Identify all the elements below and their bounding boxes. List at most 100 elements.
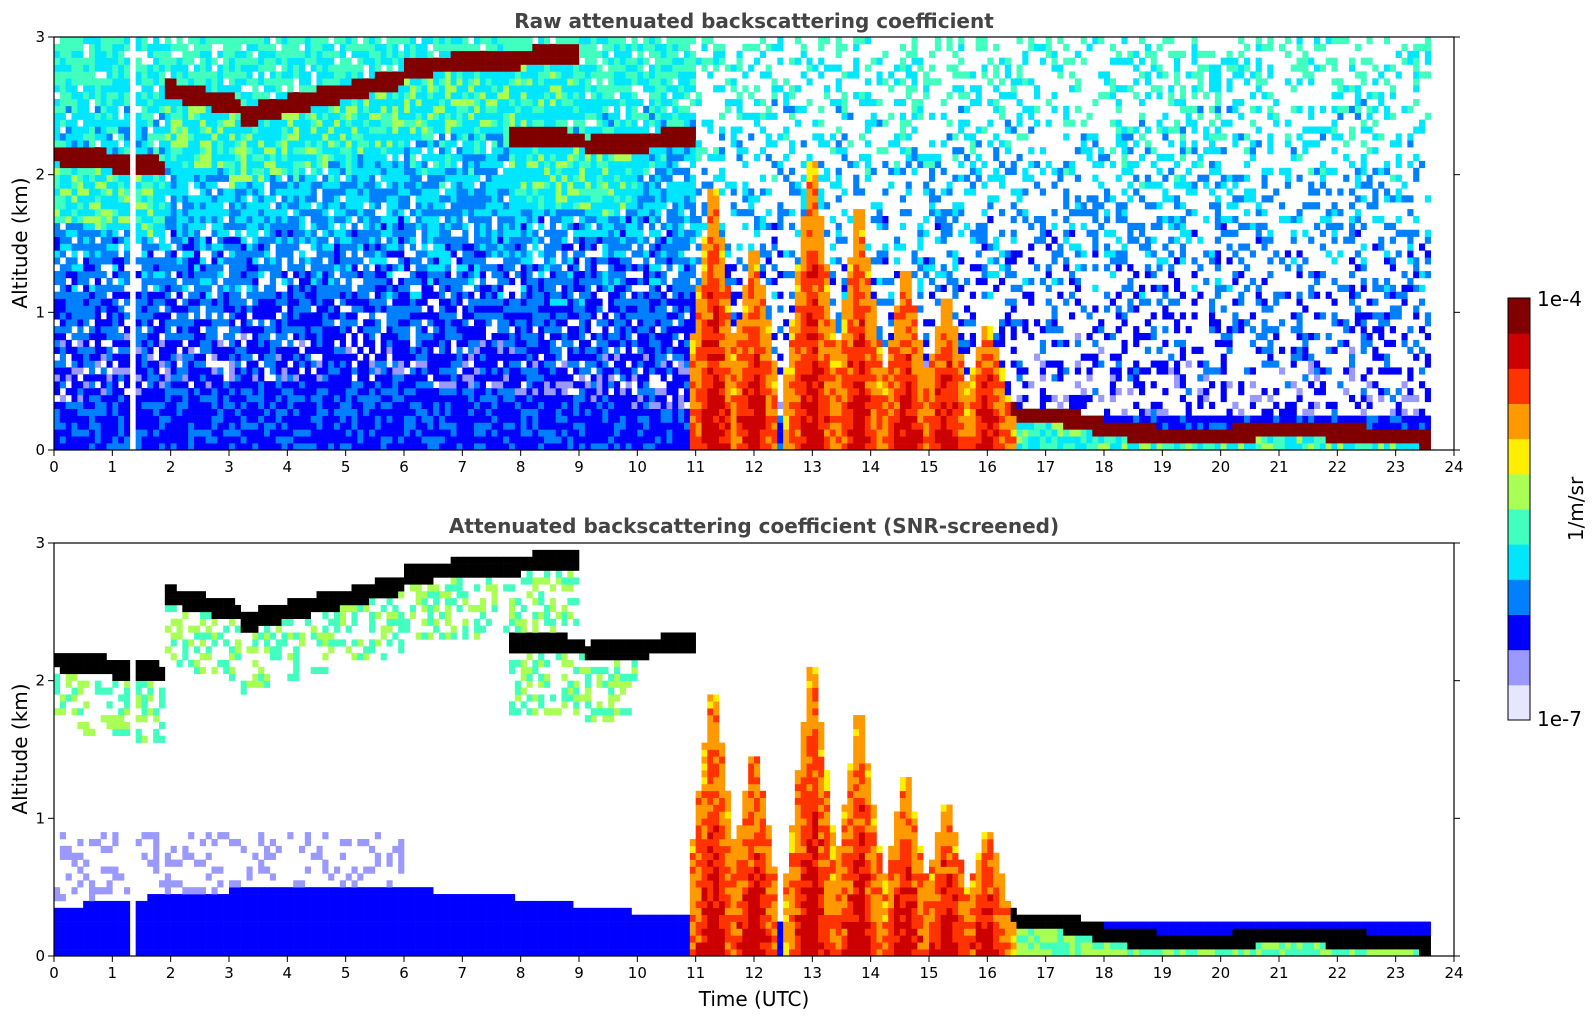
heatmap-cell [579,243,586,251]
heatmap-cell [497,85,504,93]
heatmap-cell [188,57,195,65]
heatmap-cell [310,181,317,189]
heatmap-cell [567,443,574,450]
heatmap-cell [579,105,586,114]
heatmap-cell [59,332,66,341]
heatmap-cell [211,388,218,396]
heatmap-cell [153,43,160,52]
heatmap-cell [363,367,370,375]
heatmap-cell [234,222,241,231]
heatmap-cell [567,43,574,52]
heatmap-cell [112,374,119,382]
heatmap-cell [351,154,358,162]
heatmap-cell [89,202,96,210]
heatmap-cell [567,133,574,141]
heatmap-cell [246,360,253,368]
heatmap-cell [287,388,294,396]
heatmap-cell [334,429,341,437]
heatmap-cell [264,229,271,237]
heatmap-cell [205,429,212,437]
heatmap-cell [345,394,352,403]
heatmap-cell [456,133,463,141]
heatmap-cell [316,298,323,306]
heatmap-cell [176,353,183,361]
heatmap-cell [456,360,463,368]
heatmap-cell [497,243,504,251]
heatmap-cell [182,133,189,141]
heatmap-cell [112,181,119,189]
heatmap-cell [509,422,516,430]
heatmap-cell [369,50,376,58]
heatmap-cell [164,181,171,189]
heatmap-cell [65,236,72,244]
heatmap-cell [509,195,516,203]
heatmap-cell [164,119,171,127]
heatmap-cell [549,147,556,155]
heatmap-cell [59,43,66,52]
heatmap-cell [258,243,265,251]
heatmap-cell [124,167,131,175]
heatmap-cell [275,291,282,299]
heatmap-cell [322,353,329,361]
heatmap-cell [380,126,387,134]
heatmap-cell [264,250,271,258]
heatmap-cell [503,305,510,313]
heatmap-cell [573,367,580,375]
heatmap-cell [520,319,527,327]
heatmap-cell [205,443,212,450]
heatmap-cell [141,37,148,45]
heatmap-cell [567,264,574,272]
heatmap-cell [345,119,352,127]
heatmap-cell [182,222,189,231]
heatmap-cell [549,140,556,148]
heatmap-cell [363,305,370,313]
heatmap-cell [561,43,568,52]
heatmap-cell [503,353,510,361]
heatmap-cell [281,222,288,231]
heatmap-cell [147,291,154,299]
heatmap-cell [409,105,416,114]
heatmap-cell [392,319,399,327]
heatmap-cell [567,209,574,217]
heatmap-cell [491,71,498,79]
heatmap-cell [544,346,551,354]
heatmap-cell [246,429,253,437]
heatmap-cell [159,388,166,396]
heatmap-cell [339,284,346,292]
heatmap-cell [398,37,405,45]
heatmap-cell [485,43,492,52]
heatmap-cell [281,250,288,258]
heatmap-cell [240,319,247,327]
heatmap-cell [404,112,411,120]
heatmap-cell [65,119,72,127]
heatmap-cell [439,126,446,134]
heatmap-cell [351,264,358,272]
heatmap-cell [584,388,591,396]
heatmap-cell [106,133,113,141]
heatmap-cell [526,319,533,327]
heatmap-cell [374,353,381,361]
heatmap-cell [164,388,171,396]
heatmap-cell [269,119,276,127]
heatmap-cell [526,277,533,286]
heatmap-cell [561,271,568,279]
heatmap-cell [497,339,504,348]
heatmap-cell [584,154,591,162]
heatmap-cell [71,50,78,58]
heatmap-cell [275,257,282,265]
heatmap-cell [549,250,556,258]
heatmap-cell [456,415,463,423]
heatmap-cell [439,78,446,86]
heatmap-cell [77,367,84,375]
heatmap-cell [252,264,259,272]
heatmap-cell [334,160,341,169]
heatmap-cell [269,209,276,217]
heatmap-cell [182,57,189,65]
heatmap-cell [392,133,399,141]
heatmap-cell [252,298,259,306]
heatmap-cell [579,388,586,396]
heatmap-cell [159,401,166,409]
heatmap-cell [229,250,236,258]
heatmap-cell [94,271,101,279]
heatmap-cell [485,222,492,231]
